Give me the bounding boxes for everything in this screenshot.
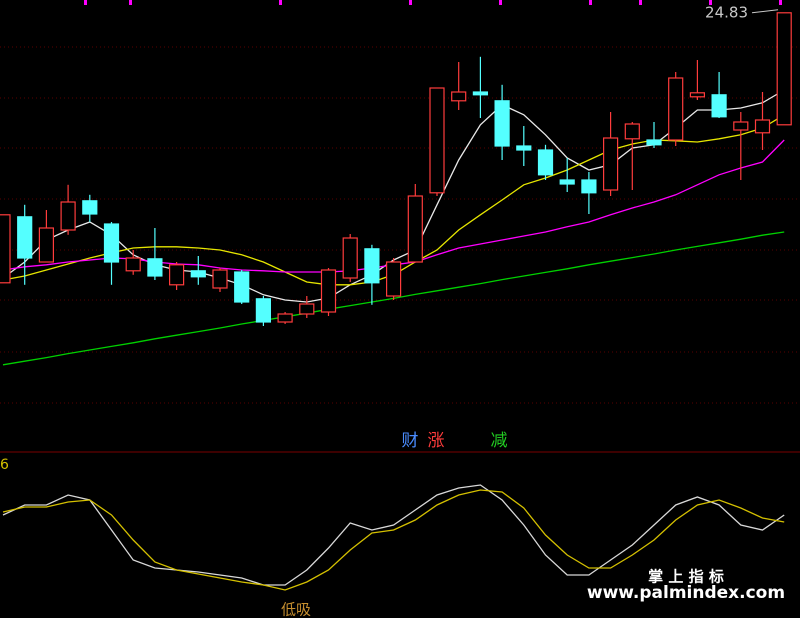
candle-body	[602, 137, 619, 191]
top-tick	[129, 0, 132, 5]
candle-body	[38, 227, 55, 263]
candle-body	[754, 119, 771, 134]
candle-body	[407, 195, 423, 263]
price-pointer	[751, 9, 779, 14]
top-tick	[279, 0, 282, 5]
candle-body	[320, 269, 337, 313]
watermark-title: 掌 上 指 标	[648, 568, 724, 586]
candle-body	[82, 200, 98, 215]
marker: 减	[491, 431, 508, 451]
candle-body	[277, 313, 293, 323]
candle-body	[689, 92, 706, 98]
candle-body	[299, 303, 315, 315]
top-tick	[709, 0, 712, 5]
candle-body	[711, 94, 727, 118]
top-tick	[84, 0, 87, 5]
candle-body	[255, 298, 271, 323]
candle-body	[733, 121, 749, 131]
candle-body	[103, 223, 120, 263]
candle-body	[516, 145, 532, 151]
candle-body	[581, 179, 597, 194]
candle-body	[668, 77, 684, 141]
top-tick	[639, 0, 642, 5]
candle-body	[364, 248, 380, 284]
annotation: 低吸	[281, 601, 311, 618]
top-tick	[499, 0, 502, 5]
marker: 财	[402, 431, 419, 451]
oscillator-line	[2, 484, 785, 586]
candle-body	[386, 261, 402, 297]
candle-body	[17, 216, 33, 259]
candle-body	[0, 214, 11, 284]
candle-body	[125, 257, 141, 272]
candle-body	[646, 139, 662, 146]
candle-body	[169, 264, 185, 286]
candle-body	[234, 271, 250, 303]
candle-body	[212, 269, 228, 289]
top-tick	[779, 0, 782, 5]
candle-body	[494, 100, 510, 147]
marker: 涨	[428, 431, 445, 451]
indicator-label: 6	[0, 457, 9, 473]
candle-body	[190, 270, 206, 278]
candle-body	[429, 87, 445, 194]
oscillator-line	[2, 489, 785, 591]
candle-body	[559, 179, 575, 185]
top-tick	[409, 0, 412, 5]
candle-body	[472, 91, 488, 96]
candle-body	[60, 201, 76, 231]
top-tick	[589, 0, 592, 5]
candle-body	[451, 91, 467, 102]
watermark-url: www.palmindex.com	[587, 583, 785, 603]
candle-body	[147, 258, 163, 277]
candle-body	[624, 123, 640, 140]
candle-body	[342, 237, 358, 279]
candle-body	[537, 149, 554, 176]
price-label: 24.83	[705, 3, 748, 21]
candle-body	[776, 12, 792, 126]
